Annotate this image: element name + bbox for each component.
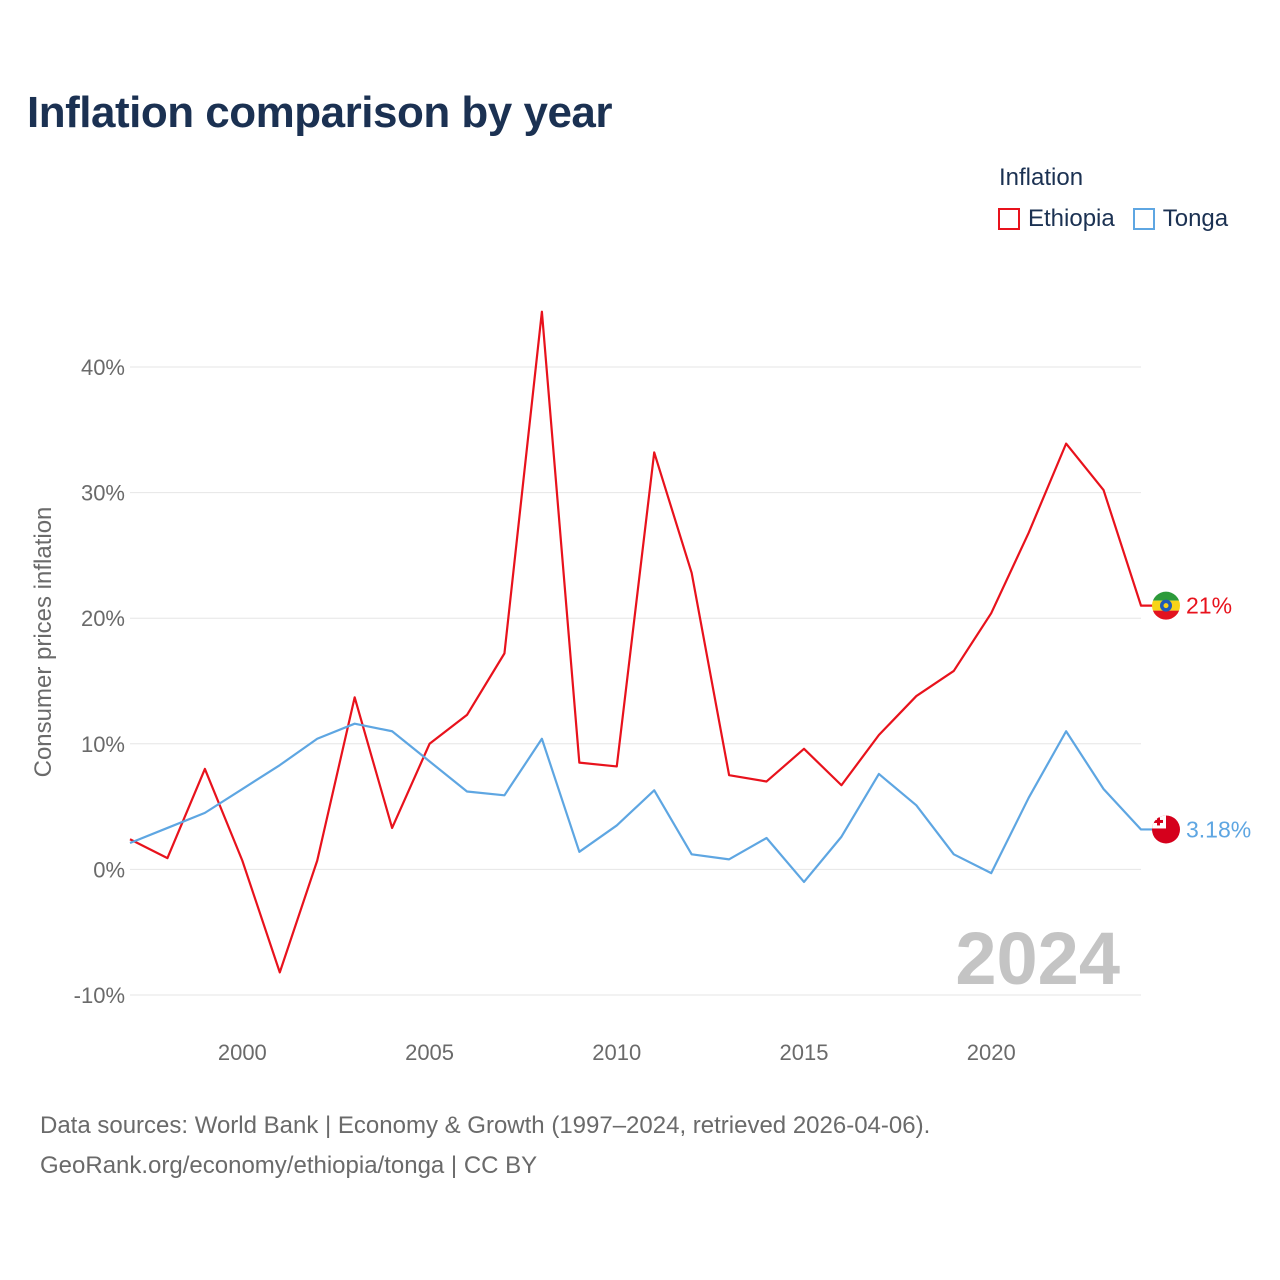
legend-swatch-tonga [1132, 208, 1155, 230]
end-markers: 21% 3.18% [1152, 591, 1251, 844]
y-tick-label: -10% [74, 983, 125, 1008]
legend-label-ethiopia: Ethiopia [1028, 205, 1115, 232]
legend: Ethiopia Tonga [998, 205, 1246, 233]
x-tick-label: 2020 [967, 1040, 1016, 1065]
x-tick-label: 2010 [592, 1040, 641, 1065]
end-label-tonga: 3.18% [1186, 816, 1251, 842]
x-tick-label: 2000 [218, 1040, 267, 1065]
y-tick-label: 0% [93, 857, 125, 882]
x-tick-label: 2005 [405, 1040, 454, 1065]
line-chart: -10% 0% 10% 20% 30% 40% 2000 2005 2010 2015 2020 2… [30, 310, 1251, 1065]
footer-sources: Data sources: World Bank | Economy & Gro… [40, 1112, 931, 1139]
x-tick-label: 2015 [780, 1040, 829, 1065]
year-watermark: 2024 [955, 917, 1120, 1000]
series-line-tonga [129, 722, 1155, 884]
flag-tonga-icon [1152, 815, 1180, 844]
y-tick-label: 20% [81, 606, 125, 631]
footer: Data sources: World Bank | Economy & Gro… [40, 1106, 930, 1186]
series-layer [129, 310, 1155, 974]
legend-item-tonga[interactable]: Tonga [1132, 205, 1229, 233]
y-tick-label: 10% [81, 732, 125, 757]
y-tick-label: 30% [81, 481, 125, 506]
footer-link[interactable]: GeoRank.org/economy/ethiopia/tonga | CC … [40, 1152, 538, 1179]
chart-title: Inflation comparison by year [27, 88, 613, 137]
legend-item-ethiopia[interactable]: Ethiopia [998, 205, 1115, 233]
legend-title: Inflation [999, 164, 1084, 191]
y-axis-label: Consumer prices inflation [30, 507, 57, 778]
y-tick-label: 40% [81, 355, 125, 380]
end-label-ethiopia: 21% [1186, 593, 1232, 619]
flag-ethiopia-icon [1152, 591, 1180, 620]
legend-swatch-ethiopia [998, 208, 1020, 230]
series-line-ethiopia [129, 310, 1155, 974]
legend-label-tonga: Tonga [1162, 205, 1229, 232]
